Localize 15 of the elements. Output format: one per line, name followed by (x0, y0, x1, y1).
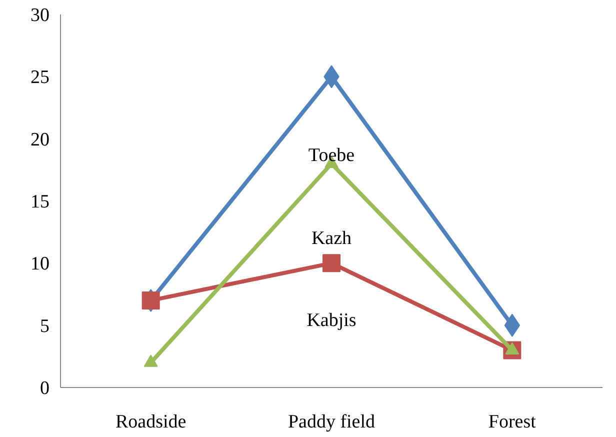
point (142, 291, 160, 310)
x-tick-label: Paddy field (288, 412, 376, 432)
y-tick-label: 10 (30, 254, 50, 275)
annotation: Kazh (311, 228, 352, 249)
y-tick-label: 15 (30, 192, 50, 212)
y-tick-label: 30 (30, 5, 50, 26)
point (322, 254, 340, 272)
y-tick-label: 20 (30, 129, 50, 150)
y-tick-label: 0 (40, 378, 50, 399)
y-tick-label: 5 (40, 316, 50, 337)
y-tick-label: 25 (30, 67, 50, 88)
x-tick-label: Roadside (115, 412, 186, 432)
x-tick-label: Forest (488, 412, 537, 432)
annotation: Toebe (308, 145, 355, 166)
annotation: Kabjis (306, 310, 356, 331)
